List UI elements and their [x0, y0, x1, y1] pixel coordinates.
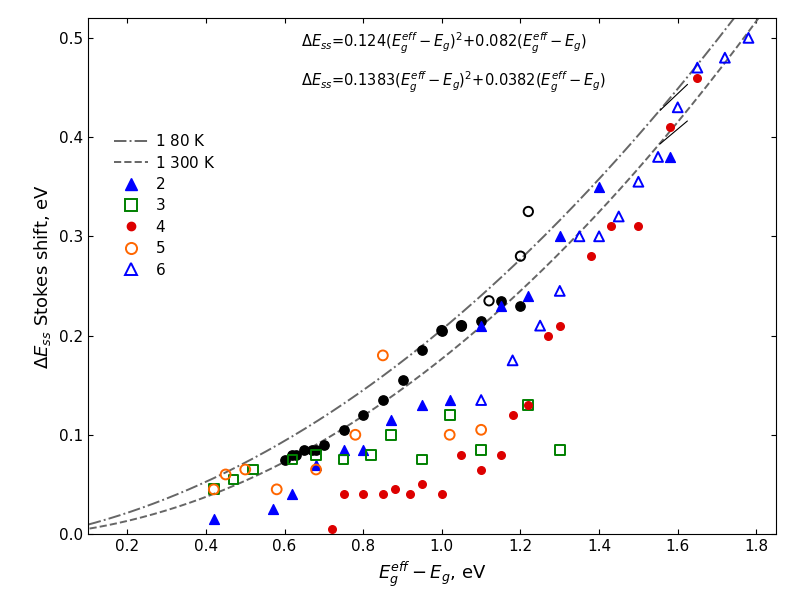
Point [310, 464, 322, 474]
Point [239, 464, 252, 474]
Point [554, 232, 566, 241]
Point [286, 455, 299, 464]
Point [652, 152, 665, 162]
Point [585, 251, 598, 261]
Point [474, 425, 487, 434]
Point [365, 450, 378, 460]
Point [691, 73, 704, 82]
Point [227, 475, 240, 484]
Point [482, 296, 495, 305]
X-axis label: $E_g^{eff}-E_g$, eV: $E_g^{eff}-E_g$, eV [378, 559, 486, 589]
Point [554, 286, 566, 296]
Point [605, 221, 618, 231]
Point [266, 505, 279, 514]
Point [337, 425, 350, 434]
Point [207, 514, 220, 524]
Point [554, 445, 566, 454]
Point [286, 450, 299, 460]
Point [337, 455, 350, 464]
Point [377, 350, 390, 360]
Point [506, 410, 519, 420]
Point [349, 430, 362, 440]
Point [443, 395, 456, 405]
Point [514, 251, 527, 261]
Point [718, 53, 731, 62]
Point [514, 301, 527, 311]
Point [474, 445, 487, 454]
Point [534, 321, 546, 331]
Point [494, 450, 507, 460]
Point [632, 221, 645, 231]
Point [742, 33, 755, 43]
Point [337, 445, 350, 454]
Point [310, 450, 322, 460]
Point [396, 376, 409, 385]
Point [455, 321, 468, 331]
Point [494, 296, 507, 305]
Point [573, 232, 586, 241]
Point [522, 400, 534, 410]
Point [278, 455, 291, 464]
Point [310, 445, 322, 454]
Point [219, 470, 232, 479]
Point [474, 316, 487, 325]
Point [593, 232, 606, 241]
Point [435, 326, 448, 335]
Point [494, 301, 507, 311]
Point [270, 485, 283, 494]
Point [443, 410, 456, 420]
Point [593, 182, 606, 191]
Point [435, 490, 448, 499]
Point [542, 331, 554, 340]
Point [337, 490, 350, 499]
Point [326, 524, 338, 534]
Point [318, 440, 330, 449]
Point [455, 321, 468, 331]
Point [663, 152, 676, 162]
Point [207, 485, 220, 494]
Point [357, 445, 370, 454]
Point [207, 485, 220, 494]
Point [522, 400, 534, 410]
Point [474, 395, 487, 405]
Point [416, 455, 429, 464]
Point [474, 321, 487, 331]
Point [435, 326, 448, 335]
Text: $\Delta E_{ss}$=0.1383$(E_g^{eff}-E_g)^2$+0.0382$(E_g^{eff}-E_g)$: $\Delta E_{ss}$=0.1383$(E_g^{eff}-E_g)^2… [302, 70, 606, 95]
Legend: $\it{1}$ 80 K, $\it{1}$ 300 K, $\it{2}$, $\it{3}$, $\it{4}$, $\it{5}$, $\it{6}$: $\it{1}$ 80 K, $\it{1}$ 300 K, $\it{2}$,… [110, 129, 221, 282]
Point [384, 415, 397, 425]
Point [286, 490, 299, 499]
Point [663, 122, 676, 132]
Y-axis label: $\Delta E_{ss}$ Stokes shift, eV: $\Delta E_{ss}$ Stokes shift, eV [32, 184, 54, 368]
Point [357, 490, 370, 499]
Point [377, 490, 390, 499]
Point [388, 485, 401, 494]
Point [357, 410, 370, 420]
Point [246, 464, 259, 474]
Point [474, 464, 487, 474]
Point [310, 460, 322, 469]
Point [522, 291, 534, 301]
Point [404, 490, 417, 499]
Point [554, 321, 566, 331]
Point [306, 445, 318, 454]
Point [416, 346, 429, 355]
Point [691, 63, 704, 73]
Point [632, 177, 645, 187]
Point [384, 430, 397, 440]
Point [612, 212, 625, 221]
Point [416, 479, 429, 489]
Point [298, 445, 310, 454]
Point [455, 450, 468, 460]
Point [443, 430, 456, 440]
Point [377, 395, 390, 405]
Point [290, 450, 302, 460]
Point [522, 206, 534, 216]
Text: $\Delta E_{ss}$=0.124$(E_g^{eff}-E_g)^2$+0.082$(E_g^{eff}-E_g)$: $\Delta E_{ss}$=0.124$(E_g^{eff}-E_g)^2$… [302, 31, 587, 56]
Point [416, 400, 429, 410]
Point [506, 356, 519, 365]
Point [671, 103, 684, 112]
